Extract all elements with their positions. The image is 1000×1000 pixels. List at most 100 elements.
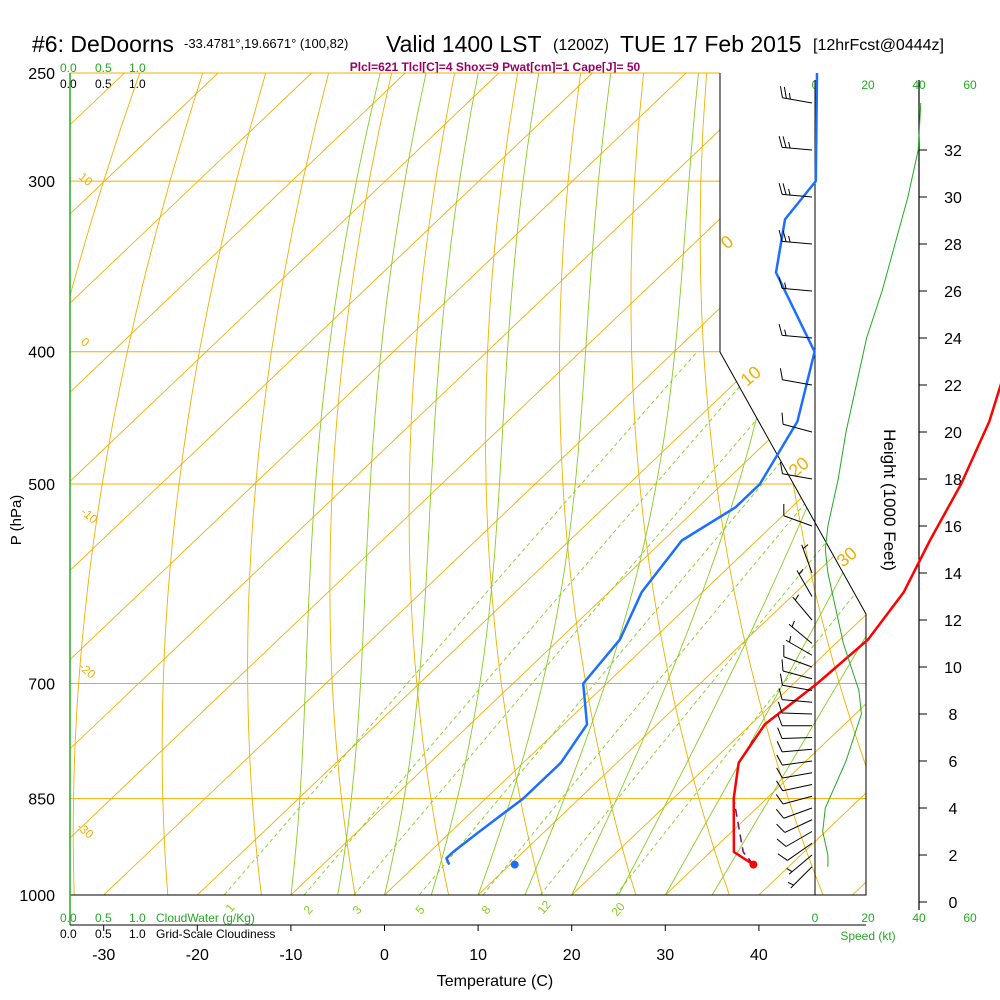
height-tick-label: 16 xyxy=(944,519,962,536)
dry-adiabat-label: 0 xyxy=(78,335,92,350)
wind-barb-staff xyxy=(796,570,813,597)
wind-barb xyxy=(778,688,813,703)
wind-barb xyxy=(792,594,813,621)
wind-barb-staff xyxy=(782,240,813,245)
isotherm-line xyxy=(0,73,31,895)
wind-barb-feather xyxy=(778,688,783,700)
wind-barb xyxy=(801,544,813,574)
temperature-tick-label: 40 xyxy=(750,947,768,964)
mixing-ratio-line xyxy=(539,351,866,895)
wind-barb xyxy=(783,504,813,527)
wind-barb-feather xyxy=(776,838,787,847)
wind-barb-staff xyxy=(790,866,813,889)
wind-barb-half-feather xyxy=(787,881,794,886)
wind-barb-feather xyxy=(778,229,783,242)
moist-adiabat-line xyxy=(290,73,381,895)
isotherm-line xyxy=(70,73,219,895)
wind-barb-feather xyxy=(781,412,784,425)
isotherm-line xyxy=(70,73,500,895)
pressure-tick-label: 400 xyxy=(28,345,55,362)
frame-right-edge xyxy=(70,73,867,896)
wind-barb-half-feather xyxy=(784,282,787,289)
dry-adiabat-line xyxy=(699,73,824,895)
pressure-tick-label: 700 xyxy=(28,677,55,694)
wind-barb-feather xyxy=(783,86,787,99)
speed-top-60: 60 xyxy=(963,78,977,92)
wind-barb-staff xyxy=(782,737,813,740)
wind-barb-feather xyxy=(775,808,785,819)
wind-barb-staff xyxy=(782,423,813,433)
wind-panel xyxy=(775,86,922,889)
dry-adiabat-label: -30 xyxy=(74,820,97,842)
pressure-tick-label: 1000 xyxy=(19,888,55,905)
surface-temperature-marker xyxy=(749,860,758,869)
height-tick-label: 6 xyxy=(949,754,958,771)
dry-adiabat-line xyxy=(247,73,330,895)
wind-barb-staff xyxy=(782,193,813,198)
dry-adiabat-line xyxy=(329,73,393,895)
wind-barb xyxy=(779,462,813,480)
moist-adiabat-line xyxy=(337,73,427,895)
cloud-top-black-2: 1.0 xyxy=(129,77,146,91)
mixing-ratio-label: 2 xyxy=(301,903,316,917)
pressure-tick-label: 500 xyxy=(28,477,55,494)
height-tick-label: 8 xyxy=(949,707,958,724)
cloud-top-black-0: 0.0 xyxy=(60,77,77,91)
dry-adiabat-line xyxy=(161,73,267,895)
wind-barb-half-feather xyxy=(794,594,800,601)
wind-barb-staff xyxy=(788,623,813,644)
cloud-bottom-green-2: 1.0 xyxy=(129,911,146,925)
wind-barb-half-feather xyxy=(788,92,791,100)
wind-barb-staff xyxy=(787,842,813,861)
wind-barb xyxy=(779,368,813,386)
wind-barb-half-feather xyxy=(784,329,787,336)
speed-axis-label: Speed (kt) xyxy=(840,929,895,943)
wind-barb-half-feather xyxy=(786,867,793,873)
wind-barb-feather xyxy=(778,135,783,148)
wind-barb xyxy=(775,807,813,819)
mixing-ratio-label: 3 xyxy=(350,903,365,917)
wind-barb xyxy=(781,659,813,680)
wind-barb-feather xyxy=(778,182,783,195)
wind-barb xyxy=(778,323,813,339)
wind-barb xyxy=(776,819,813,833)
wind-barb xyxy=(779,86,813,104)
cloud-bottom-black-1: 0.5 xyxy=(95,927,112,941)
mixing-ratio-line xyxy=(615,351,866,895)
mixing-ratio-label: 12 xyxy=(535,897,555,916)
wind-barb xyxy=(777,842,813,861)
mixing-ratio-line xyxy=(482,351,866,895)
dry-adiabat-label: -10 xyxy=(78,505,101,527)
wind-barb xyxy=(778,229,813,245)
isotherm-line xyxy=(70,73,312,895)
cloud-bottom-green-0: 0.0 xyxy=(60,911,77,925)
wind-barb xyxy=(778,182,813,198)
height-tick-label: 14 xyxy=(944,566,962,583)
wind-barb-feather xyxy=(782,230,787,242)
cloud-top-black-1: 0.5 xyxy=(95,77,112,91)
dry-adiabat-line xyxy=(959,73,1000,895)
wind-barb xyxy=(779,673,813,691)
isotherm-line xyxy=(571,73,866,895)
valid-time: Valid 1400 LST xyxy=(386,31,542,57)
isotherm-line xyxy=(852,73,866,895)
wind-barb-staff xyxy=(782,795,813,805)
wind-barb-half-feather xyxy=(798,568,804,575)
temperature-tick-label: -10 xyxy=(279,947,302,964)
wind-barb-feather xyxy=(777,853,788,861)
zulu-time: (1200Z) xyxy=(553,37,609,54)
wind-barb-feather xyxy=(778,276,783,289)
temperature-tick-label: -20 xyxy=(186,947,209,964)
wind-barb-staff xyxy=(782,772,813,779)
height-tick-label: 12 xyxy=(944,613,962,630)
cloud-top-green-1: 0.5 xyxy=(95,61,112,75)
cloud-top-green-0: 0.0 xyxy=(60,61,77,75)
wind-barb-feather xyxy=(781,659,784,672)
wind-barb xyxy=(777,701,813,715)
wind-speed-profile xyxy=(822,102,922,867)
pressure-tick-label: 250 xyxy=(28,66,55,83)
wind-barb xyxy=(796,568,813,597)
station-title: #6: DeDoorns xyxy=(32,31,174,57)
